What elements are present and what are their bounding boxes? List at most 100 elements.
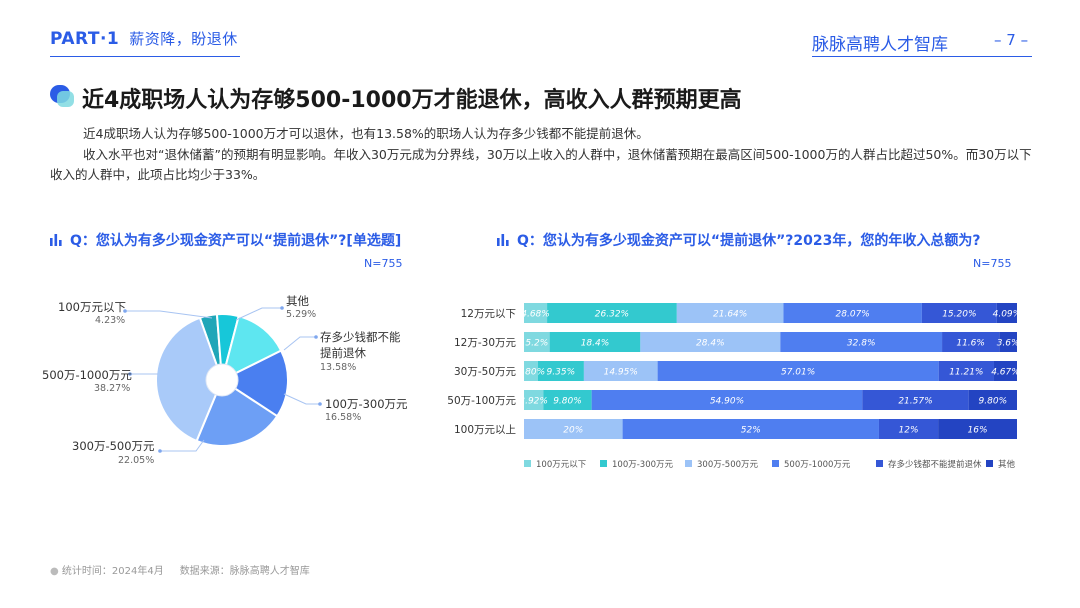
page-title: 近4成职场人认为存够500-1000万才能退休，高收入人群预期更高 — [82, 88, 742, 113]
pie-leader-under-100 — [125, 310, 213, 319]
pie-label-300-500: 300万-500万元 — [72, 439, 155, 453]
bar-segment — [543, 390, 592, 410]
section-title: 薪资降，盼退休 — [129, 30, 238, 48]
legend-label: 500万-1000万元 — [784, 460, 851, 470]
bar-segment — [993, 361, 1017, 381]
bar-value-label: 4.67% — [991, 368, 1020, 378]
footer-time: 统计时间：2024年4月 — [61, 566, 164, 577]
bar-segment — [524, 361, 538, 381]
pie-pct-never-retire: 13.58% — [320, 362, 357, 373]
pie-leader-never-retire — [283, 336, 316, 351]
pie-pct-100-300: 16.58% — [325, 412, 362, 423]
bar-value-label: 32.8% — [847, 339, 876, 349]
pie-leader-dot-never-retire — [314, 335, 318, 339]
bar-value-label: 57.01% — [781, 368, 815, 378]
pie-pct-under-100: 4.23% — [95, 315, 126, 326]
bar-value-label: 16% — [968, 426, 988, 436]
pie-center-hole — [205, 363, 239, 397]
pie-leader-dot-under-100 — [123, 309, 127, 313]
bar-value-label: 3.92% — [519, 397, 548, 407]
pie-label-never-retire-line1: 存多少钱都不能 — [320, 330, 401, 344]
legend-swatch — [876, 460, 883, 467]
header-line-left — [50, 56, 240, 57]
bar-segment — [676, 303, 784, 323]
paragraph-2: 收入水平也对“退休储蓄”的预期有明显影响。年收入30万元成为分界线，30万以上收… — [50, 147, 1032, 182]
bar-category-label: 12万-30万元 — [454, 337, 517, 349]
bar-segment — [591, 390, 863, 410]
bar-segment — [878, 419, 939, 439]
bar-value-label: 9.80% — [553, 397, 582, 407]
pie-leader-300-500 — [160, 439, 205, 452]
bar-segment — [547, 303, 677, 323]
pie-pct-500-1000: 38.27% — [94, 383, 131, 394]
pie-label-500-1000: 500万-1000万元 — [42, 368, 132, 382]
legend-swatch — [986, 460, 993, 467]
pie-leader-dot-500-1000 — [128, 372, 132, 376]
pie-pct-300-500: 22.05% — [118, 455, 155, 466]
left-chart-question: Q：您认为有多少现金资产可以“提前退休”?[单选题] — [50, 230, 401, 250]
bar-value-label: 20% — [563, 426, 583, 436]
brand-name: 脉脉高聘人才智库 — [812, 35, 948, 55]
bar-segment — [996, 303, 1017, 323]
legend-label: 其他 — [998, 459, 1016, 470]
bar-segment — [938, 361, 994, 381]
page-number: – 7 – — [994, 31, 1029, 49]
legend-swatch — [524, 460, 531, 467]
bar-category-label: 12万元以下 — [461, 308, 516, 320]
bar-segment — [524, 303, 548, 323]
bar-value-label: 15.20% — [942, 310, 976, 320]
part-label: PART·1 薪资降，盼退休 — [50, 28, 238, 49]
bar-value-label: 28.4% — [696, 339, 725, 349]
bar-segment — [524, 390, 544, 410]
legend-label: 存多少钱都不能提前退休 — [888, 459, 982, 470]
bar-value-label: 5.2% — [525, 339, 548, 349]
bar-chart-icon — [497, 234, 509, 246]
bar-segment — [968, 390, 1017, 410]
bar-value-label: 28.07% — [836, 310, 870, 320]
bar-category-label: 30万-50万元 — [454, 366, 517, 378]
donut-chart — [123, 306, 322, 453]
right-chart-sample-size: N=755 — [973, 257, 1012, 270]
pie-leader-dot-other — [280, 306, 284, 310]
bar-segment — [524, 419, 623, 439]
pie-pct-other: 5.29% — [286, 309, 317, 320]
bar-segment — [549, 332, 641, 352]
right-chart-question-text: Q：您认为有多少现金资产可以“提前退休”?2023年，您的年收入总额为? — [517, 233, 981, 249]
bar-category-label: 100万元以上 — [454, 424, 516, 436]
bar-segment — [780, 332, 943, 352]
bar-segment — [537, 361, 584, 381]
bar-value-label: 2.80% — [517, 368, 546, 378]
bar-segment — [657, 361, 939, 381]
footer-source: 数据来源：脉脉高聘人才智库 — [179, 566, 310, 577]
bar-segment — [640, 332, 781, 352]
bar-segment — [942, 332, 1000, 352]
footer-dot-icon: ● — [50, 566, 59, 577]
pie-label-never-retire-line2: 提前退休 — [320, 346, 366, 360]
bar-segment — [622, 419, 879, 439]
legend-swatch — [600, 460, 607, 467]
pie-label-100-300: 100万-300万元 — [325, 397, 408, 411]
bar-value-label: 21.57% — [898, 397, 932, 407]
bar-value-label: 9.35% — [547, 368, 576, 378]
pie-leader-dot-300-500 — [158, 449, 162, 453]
bar-value-label: 14.95% — [604, 368, 638, 378]
bar-value-label: 12% — [899, 426, 919, 436]
bar-chart-icon — [50, 234, 62, 246]
paragraph-1: 近4成职场人认为存够500-1000万才可以退休，也有13.58%的职场人认为存… — [83, 126, 649, 141]
pie-leader-other — [235, 307, 282, 321]
bar-value-label: 26.32% — [595, 310, 629, 320]
bar-segment — [524, 332, 550, 352]
pie-leader-dot-100-300 — [318, 402, 322, 406]
bar-value-label: 52% — [741, 426, 761, 436]
bar-value-label: 11.21% — [949, 368, 983, 378]
bar-value-label: 11.6% — [956, 339, 985, 349]
bar-segment — [862, 390, 969, 410]
bar-value-label: 18.4% — [581, 339, 610, 349]
part-number: PART·1 — [50, 29, 120, 49]
bar-segment — [999, 332, 1017, 352]
bar-segment — [583, 361, 658, 381]
bar-segment — [921, 303, 997, 323]
bar-value-label: 54.90% — [710, 397, 744, 407]
left-chart-question-text: Q：您认为有多少现金资产可以“提前退休”?[单选题] — [70, 233, 402, 249]
legend-swatch — [772, 460, 779, 467]
